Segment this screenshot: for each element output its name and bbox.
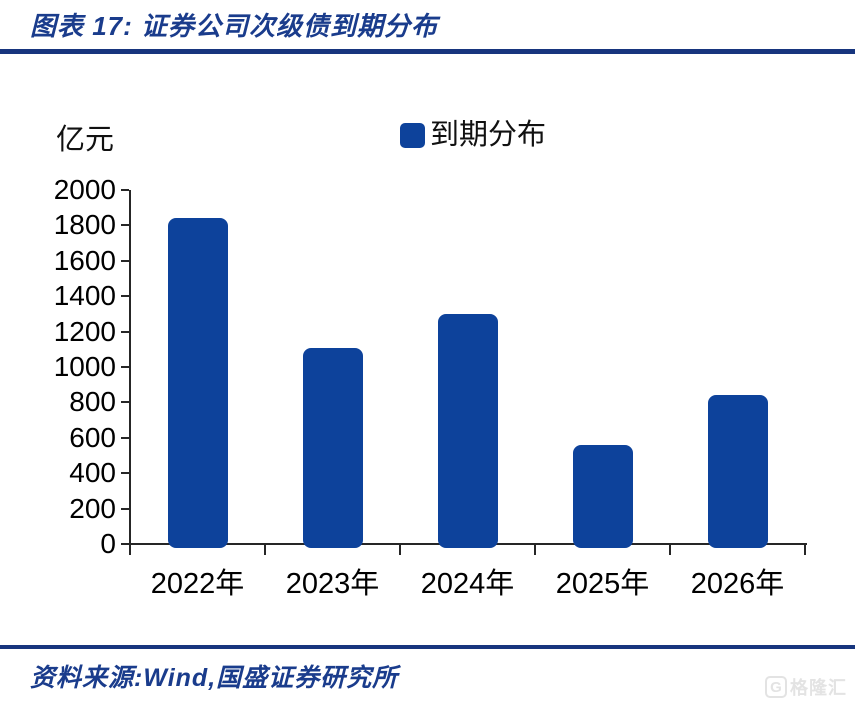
- x-axis-tick: [534, 545, 536, 555]
- x-axis-category-label: 2025年: [555, 568, 650, 600]
- y-axis-tick-label: 1600: [53, 244, 116, 276]
- legend-swatch: [400, 123, 425, 148]
- gelonghui-watermark: G 格隆汇: [765, 674, 847, 700]
- y-axis-tick: [121, 330, 129, 333]
- x-axis-category-label: 2023年: [285, 568, 380, 600]
- x-axis-category-label: 2022年: [150, 568, 245, 600]
- legend: 到期分布: [400, 121, 546, 150]
- y-axis-tick-label: 600: [69, 421, 116, 453]
- y-axis-tick-label: 200: [69, 492, 116, 524]
- y-axis-tick: [121, 259, 129, 262]
- x-axis-tick: [669, 545, 671, 555]
- bar: [437, 313, 498, 548]
- y-axis-tick: [121, 224, 129, 227]
- y-axis-tick: [121, 295, 129, 298]
- y-axis-tick: [121, 543, 129, 545]
- x-axis-tick: [264, 545, 266, 555]
- top-divider: [0, 49, 855, 54]
- y-axis-unit-label: 亿元: [56, 124, 115, 156]
- y-axis-tick: [121, 401, 129, 404]
- y-axis-tick: [121, 189, 129, 191]
- y-axis-tick: [121, 366, 129, 368]
- y-axis-tick: [121, 507, 129, 510]
- bar: [302, 347, 363, 548]
- bar: [167, 218, 228, 548]
- y-axis-tick-label: 1000: [53, 351, 116, 382]
- y-axis-tick-label: 400: [69, 457, 116, 489]
- bar: [572, 444, 633, 548]
- y-axis-tick: [121, 472, 129, 475]
- x-axis-tick: [399, 545, 401, 555]
- y-axis-tick-label: 0: [100, 528, 116, 559]
- y-axis-tick-label: 1200: [53, 315, 116, 347]
- y-axis-line: [129, 190, 131, 545]
- x-axis-tick: [804, 545, 806, 555]
- y-axis-tick-label: 1800: [53, 209, 116, 241]
- source-note: 资料来源:Wind,国盛证券研究所: [30, 664, 399, 692]
- figure-title: 图表 17: 证券公司次级债到期分布: [30, 11, 439, 41]
- legend-label: 到期分布: [430, 119, 547, 151]
- gelonghui-watermark-text: 格隆汇: [790, 678, 847, 698]
- y-axis-tick-label: 800: [69, 386, 116, 418]
- y-axis-tick: [121, 436, 129, 439]
- x-axis-category-label: 2024年: [420, 568, 515, 600]
- x-axis-category-label: 2026年: [690, 568, 785, 600]
- gelonghui-logo-icon: G: [765, 676, 787, 698]
- bar: [707, 395, 768, 548]
- y-axis-tick-label: 1400: [53, 280, 116, 312]
- bottom-divider: [0, 645, 855, 649]
- y-axis-tick-label: 2000: [53, 174, 116, 205]
- x-axis-tick: [129, 545, 131, 555]
